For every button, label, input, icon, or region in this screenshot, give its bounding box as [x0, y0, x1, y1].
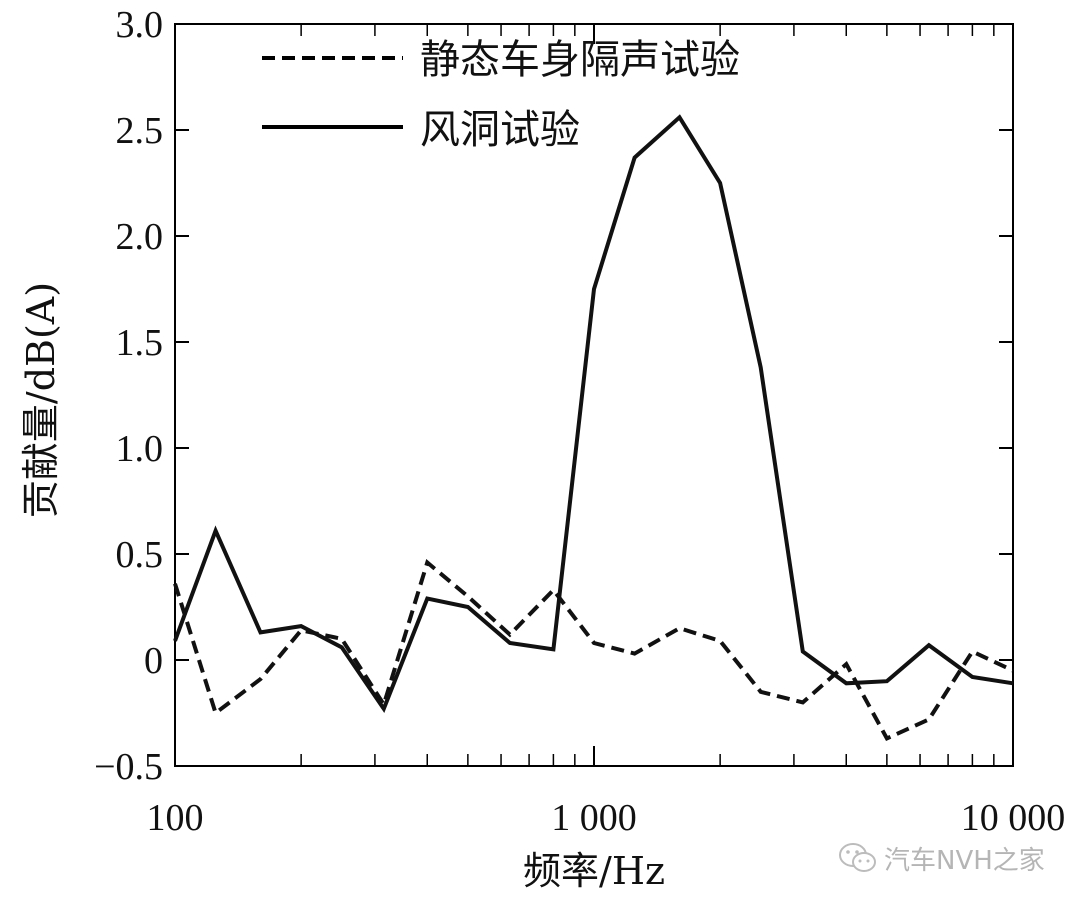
- plot-frame: [174, 23, 1014, 767]
- x-tick-label: 10 000: [961, 797, 1066, 839]
- legend-label-series-1: 静态车身隔声试验: [420, 37, 740, 83]
- x-tick-label: 1 000: [551, 797, 637, 839]
- series-line-1: [173, 559, 1014, 741]
- y-tick-label: 0: [144, 640, 163, 682]
- x-axis-title: 频率/Hz: [523, 849, 665, 893]
- legend: 静态车身隔声试验 风洞试验: [262, 37, 740, 153]
- y-tick-label: 1.0: [116, 428, 164, 470]
- x-axis-ticks: 100 1 000 10 000: [147, 24, 1066, 839]
- y-tick-label: 1.5: [116, 322, 164, 364]
- y-tick-label: 2.5: [116, 110, 164, 152]
- wechat-icon: [839, 843, 876, 872]
- y-tick-label: 0.5: [116, 534, 164, 576]
- y-tick-label: −0.5: [94, 746, 163, 788]
- y-axis-title: 贡献量/dB(A): [19, 282, 63, 518]
- x-tick-label: 100: [147, 797, 204, 839]
- series-line-2: [173, 114, 1014, 714]
- watermark: 汽车NVH之家: [838, 838, 1045, 878]
- y-tick-label: 2.0: [116, 216, 164, 258]
- series-lines: [173, 114, 1014, 741]
- x-axis-minor-ticks: [300, 24, 995, 766]
- legend-label-series-2: 风洞试验: [420, 107, 580, 153]
- watermark-text: 汽车NVH之家: [884, 845, 1045, 876]
- y-tick-label: 3.0: [116, 4, 164, 46]
- y-axis-ticks: −0.5 0 0.5 1.0 1.5 2.0 2.5 3.0: [94, 4, 1013, 788]
